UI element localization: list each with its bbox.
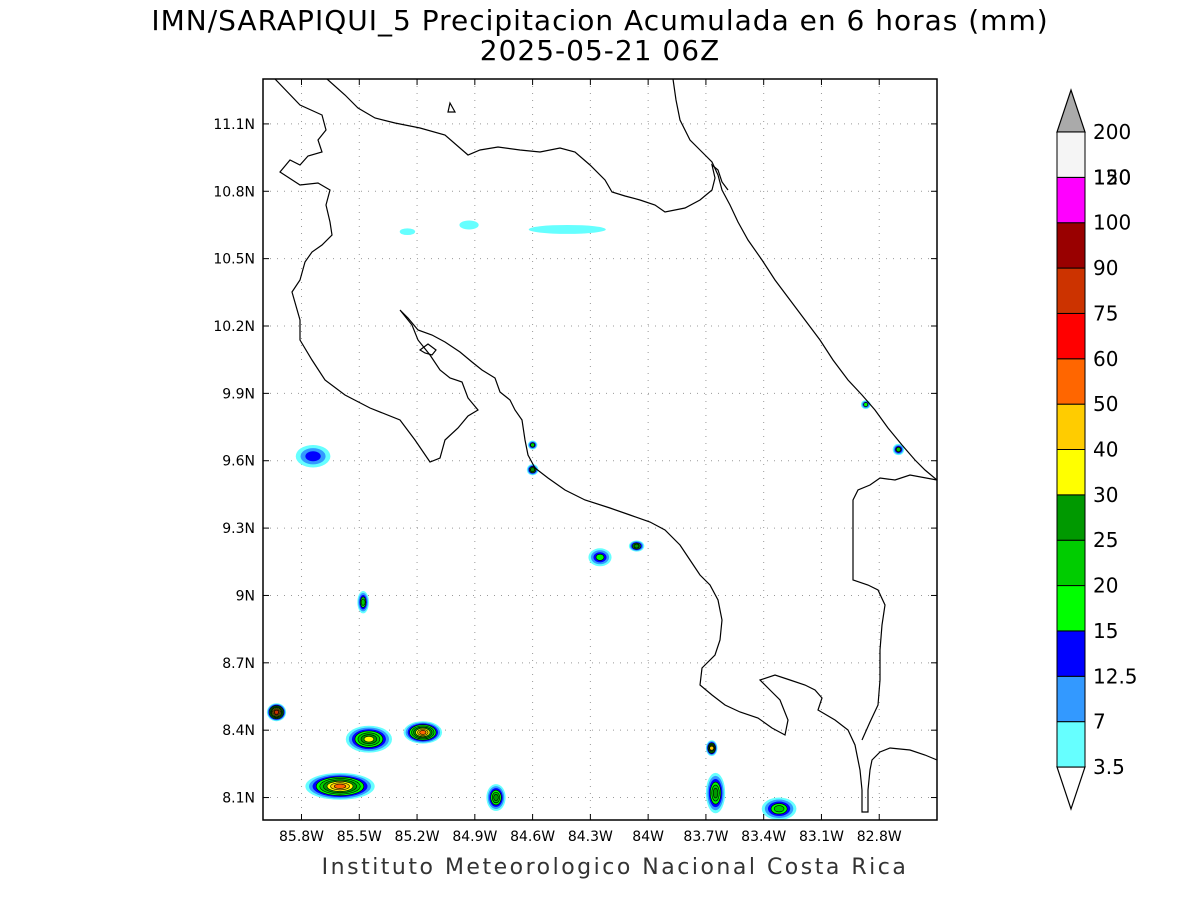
lon-tick-label: 85.5W	[337, 829, 382, 845]
lon-tick-label: 82.8W	[857, 829, 902, 845]
precip-contour	[333, 783, 347, 789]
colorbar-swatch	[1056, 131, 1086, 178]
lon-tick-label: 85.2W	[395, 829, 440, 845]
colorbar-label: 15	[1093, 619, 1118, 643]
colorbar-max-arrow	[1056, 88, 1086, 133]
footer-credit: Instituto Meteorologico Nacional Costa R…	[321, 855, 909, 880]
lat-tick-label: 8.4N	[222, 723, 255, 739]
colorbar-label: 3.5	[1093, 755, 1125, 779]
colorbar-swatch	[1056, 494, 1086, 541]
colorbar-label: 30	[1093, 483, 1118, 507]
colorbar-swatch	[1056, 222, 1086, 269]
lon-tick-label: 83.7W	[683, 829, 728, 845]
lat-tick-label: 9.6N	[222, 454, 255, 470]
precip-contour	[712, 787, 719, 799]
colorbar-swatch	[1056, 312, 1086, 360]
colorbar-label: 20	[1093, 574, 1118, 598]
lat-tick-label: 9.9N	[222, 386, 255, 402]
colorbar-label: 150	[1093, 165, 1131, 189]
nicaragua-border	[326, 79, 729, 213]
coastline-layer	[274, 79, 937, 813]
colorbar-swatch	[1056, 721, 1086, 768]
map-grid	[263, 79, 937, 820]
lon-tick-label: 84.3W	[568, 829, 613, 845]
colorbar-swatch	[1056, 675, 1086, 723]
colorbar-label: 200	[1093, 120, 1131, 144]
colorbar-label: 50	[1093, 392, 1118, 416]
colorbar-min-arrow	[1056, 766, 1086, 811]
latitude-ticks: 11.1N 10.8N 10.5N 10.2N 9.9N 9.6N 9.3N 9N 8.7N 8.…	[213, 117, 937, 807]
longitude-ticks: 85.8W 85.5W 85.2W 84.9W 84.6W 84.3W 84W 83.7W 83…	[279, 79, 902, 845]
lat-tick-label: 8.7N	[222, 656, 255, 672]
colorbar-label: 60	[1093, 347, 1118, 371]
precip-contour	[305, 451, 321, 462]
precip-contour	[274, 709, 279, 715]
precip-contour	[709, 745, 714, 751]
colorbar-label: 90	[1093, 256, 1118, 280]
precip-contour	[863, 402, 869, 407]
colorbar-swatch	[1056, 403, 1086, 450]
colorbar-swatch	[1056, 176, 1086, 224]
colorbar-label: 7	[1093, 710, 1106, 734]
colorbar-swatch	[1056, 267, 1086, 314]
colorbar-label: 75	[1093, 301, 1118, 325]
precip-contour	[530, 467, 535, 473]
colorbar-swatch	[1056, 630, 1086, 677]
precip-contour	[459, 220, 479, 230]
precip-contour	[360, 598, 366, 606]
precip-contour	[363, 736, 375, 743]
lon-tick-label: 83.1W	[799, 829, 844, 845]
colorbar-label: 12.5	[1093, 664, 1138, 688]
colorbar-swatch	[1056, 585, 1086, 632]
panama-border	[852, 474, 937, 741]
plot-frame	[262, 78, 938, 821]
precip-contour	[493, 793, 499, 802]
lat-tick-label: 9.3N	[222, 521, 255, 537]
colorbar-label: 120	[1093, 165, 1131, 189]
colorbar-label: 40	[1093, 438, 1118, 462]
lon-tick-label: 84.9W	[452, 829, 497, 845]
precipitation-layer	[266, 220, 905, 820]
chira-island	[418, 343, 437, 356]
lat-tick-label: 9N	[236, 588, 255, 604]
colorbar-label: 25	[1093, 528, 1118, 552]
precip-contour	[528, 224, 606, 234]
colorbar-swatch	[1056, 449, 1086, 496]
lon-tick-label: 83.4W	[741, 829, 786, 845]
map-title: IMN/SARAPIQUI_5 Precipitacion Acumulada …	[151, 4, 1049, 37]
lat-tick-label: 10.8N	[213, 184, 255, 200]
precip-contour	[419, 730, 427, 735]
pacific-coastline	[274, 79, 937, 813]
map-subtitle: 2025-05-21 06Z	[479, 34, 721, 67]
caribbean-coastline	[672, 79, 937, 481]
lon-tick-label: 84W	[632, 829, 664, 845]
precip-contour	[634, 543, 639, 549]
colorbar: 3.5 7 12.5 15 20 25 30 40 50 60 75 90 100 120 200 150	[1056, 88, 1138, 811]
lake-nicaragua-island	[447, 101, 457, 113]
colorbar-swatch	[1056, 358, 1086, 405]
colorbar-label: 100	[1093, 211, 1131, 235]
precip-contour	[896, 447, 901, 452]
precip-contour	[773, 805, 785, 813]
lat-tick-label: 10.2N	[213, 319, 255, 335]
precip-contour	[595, 553, 605, 561]
precip-contour	[530, 442, 535, 448]
lat-tick-label: 11.1N	[213, 117, 255, 133]
lat-tick-label: 8.1N	[222, 791, 255, 807]
lon-tick-label: 84.6W	[510, 829, 555, 845]
lat-tick-label: 10.5N	[213, 252, 255, 268]
lon-tick-label: 85.8W	[279, 829, 324, 845]
precip-contour	[399, 228, 416, 236]
colorbar-swatch	[1056, 539, 1086, 587]
